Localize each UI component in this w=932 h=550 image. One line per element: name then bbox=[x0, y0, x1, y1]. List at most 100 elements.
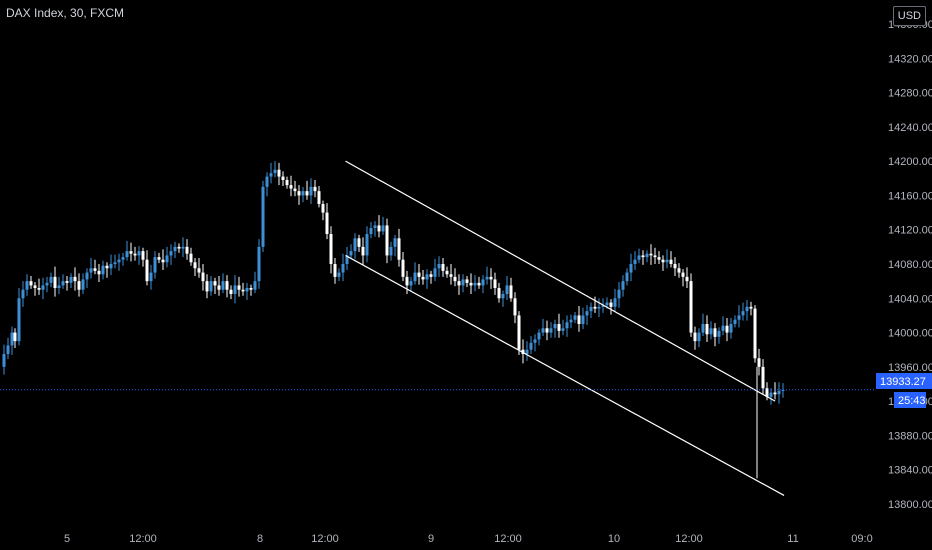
candle-body bbox=[425, 274, 429, 280]
candle-body bbox=[357, 238, 361, 247]
time-tick-label: 12:00 bbox=[311, 533, 339, 545]
candle-body bbox=[365, 234, 369, 256]
candle-body bbox=[717, 330, 721, 337]
candle-body bbox=[621, 281, 625, 290]
candle-body bbox=[225, 281, 229, 290]
candle-body bbox=[561, 328, 565, 331]
candle-body bbox=[441, 264, 445, 271]
candle-body bbox=[541, 328, 545, 333]
candle-body bbox=[10, 332, 14, 346]
candle-body bbox=[433, 268, 437, 277]
candle-body bbox=[309, 186, 313, 196]
candle-body bbox=[673, 264, 677, 269]
time-tick-label: 5 bbox=[64, 533, 70, 545]
candle-body bbox=[345, 255, 349, 264]
candle-body bbox=[2, 354, 6, 367]
candle-body bbox=[389, 246, 393, 256]
candle-body bbox=[333, 264, 337, 277]
candles-layer bbox=[2, 161, 785, 479]
candle-body bbox=[701, 324, 705, 333]
candle-body bbox=[6, 345, 10, 354]
time-tick-label: 8 bbox=[257, 533, 263, 545]
candle-body bbox=[485, 276, 489, 280]
candle-body bbox=[369, 228, 373, 234]
currency-badge[interactable]: USD bbox=[892, 6, 926, 26]
candle-body bbox=[693, 332, 697, 342]
candle-body bbox=[469, 282, 473, 286]
candle-body bbox=[113, 262, 117, 264]
candle-body bbox=[221, 281, 225, 290]
candle-body bbox=[185, 246, 189, 254]
price-axis[interactable]: 13800.0013840.0013880.0013920.0013960.00… bbox=[888, 19, 932, 511]
candle-body bbox=[741, 311, 745, 316]
price-tick-label: 14240.00 bbox=[888, 122, 932, 134]
candle-body bbox=[105, 265, 109, 269]
candle-body bbox=[565, 322, 569, 329]
candle-body bbox=[137, 251, 141, 256]
candle-body bbox=[653, 255, 657, 258]
candle-body bbox=[33, 285, 37, 288]
candle-body bbox=[189, 253, 193, 263]
candle-body bbox=[125, 251, 129, 258]
candle-body bbox=[525, 349, 529, 354]
candle-body bbox=[449, 274, 453, 277]
candle-body bbox=[765, 388, 769, 397]
price-tick-label: 14080.00 bbox=[888, 259, 932, 271]
candle-body bbox=[569, 319, 573, 323]
time-tick-label: 12:00 bbox=[675, 533, 703, 545]
candle-body bbox=[577, 315, 581, 324]
candle-body bbox=[429, 274, 433, 277]
trendline[interactable] bbox=[345, 160, 776, 402]
candle-body bbox=[361, 246, 365, 256]
candle-body bbox=[29, 281, 33, 286]
price-tick-label: 14120.00 bbox=[888, 225, 932, 237]
trendlines-layer bbox=[345, 160, 785, 496]
candle-body bbox=[273, 169, 277, 174]
candle-body bbox=[149, 272, 153, 282]
candle-body bbox=[637, 255, 641, 260]
candle-body bbox=[281, 176, 285, 180]
countdown-badge bbox=[894, 392, 926, 408]
candle-body bbox=[657, 257, 661, 260]
candle-body bbox=[193, 262, 197, 269]
candle-body bbox=[305, 191, 309, 196]
candle-body bbox=[605, 302, 609, 306]
price-tick-label: 13800.00 bbox=[888, 499, 932, 511]
candle-body bbox=[757, 358, 761, 367]
symbol-title[interactable]: DAX Index, 30, FXCM bbox=[6, 6, 125, 20]
candle-body bbox=[413, 272, 417, 282]
candle-body bbox=[57, 285, 61, 288]
time-axis[interactable]: 5 12:00 8 12:00 9 12:00 10 12:00 11 09:0 bbox=[64, 533, 873, 545]
candle-body bbox=[521, 349, 525, 354]
candle-body bbox=[393, 238, 397, 247]
candle-body bbox=[465, 279, 469, 283]
price-tick-label: 14160.00 bbox=[888, 190, 932, 202]
candle-body bbox=[445, 270, 449, 275]
candle-body bbox=[737, 315, 741, 320]
candle-body bbox=[501, 294, 505, 299]
candle-body bbox=[301, 191, 305, 196]
candle-body bbox=[613, 298, 617, 307]
candle-body bbox=[297, 191, 301, 196]
candle-body bbox=[625, 272, 629, 282]
candle-body bbox=[453, 276, 457, 282]
candle-body bbox=[153, 257, 157, 273]
trendline[interactable] bbox=[345, 254, 785, 496]
candle-body bbox=[593, 306, 597, 309]
last-price-badge bbox=[876, 373, 932, 389]
candle-body bbox=[773, 392, 777, 395]
candle-body bbox=[213, 281, 217, 286]
candle-body bbox=[197, 268, 201, 273]
candle-body bbox=[537, 332, 541, 340]
candle-body bbox=[401, 259, 405, 277]
candle-body bbox=[201, 272, 205, 282]
candle-body bbox=[85, 272, 89, 280]
candle-body bbox=[61, 281, 65, 286]
candle-body bbox=[177, 246, 181, 249]
time-tick-label: 9 bbox=[428, 533, 434, 545]
candle-body bbox=[497, 288, 501, 299]
candle-body bbox=[269, 173, 273, 177]
candle-body bbox=[353, 238, 357, 252]
candle-body bbox=[237, 285, 241, 290]
